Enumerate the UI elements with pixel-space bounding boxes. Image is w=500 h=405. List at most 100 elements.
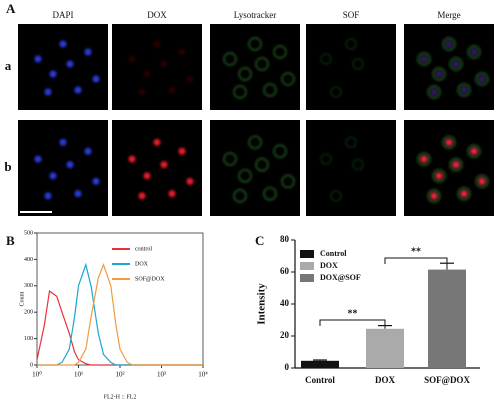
dox-signal: [445, 40, 453, 48]
column-header: DAPI: [52, 10, 73, 20]
lysosome: [467, 45, 481, 59]
bar: [301, 360, 339, 368]
column-header: SOF: [343, 10, 360, 20]
y-tick-label: 300: [24, 283, 33, 289]
sof-signal: [320, 53, 332, 65]
nucleus: [34, 55, 42, 63]
dox-signal: [478, 177, 486, 185]
lysosome: [432, 67, 446, 81]
y-tick-label: 40: [280, 298, 290, 308]
x-tick-label: 10⁰: [32, 371, 42, 379]
significance-bracket: [384, 257, 448, 264]
cells: [128, 138, 194, 200]
micrograph: [112, 120, 202, 216]
legend-label: DOX@SOF: [320, 273, 361, 282]
x-tick-label: SOF@DOX: [424, 375, 470, 385]
panel-label: A: [6, 1, 16, 16]
dox-signal: [128, 55, 136, 63]
micrograph: [306, 24, 396, 110]
dox-signal: [460, 86, 468, 94]
dox-signal: [430, 192, 438, 200]
y-tick-label: 0: [30, 362, 33, 368]
nucleus: [84, 147, 92, 155]
lysosome: [248, 135, 262, 149]
nucleus: [92, 75, 100, 83]
nucleus: [92, 177, 100, 185]
micrograph: [18, 120, 108, 216]
cells: [223, 135, 295, 203]
histogram-curve: [37, 262, 203, 366]
y-tick-label: 60: [280, 266, 290, 276]
cells: [223, 37, 295, 99]
nucleus: [66, 161, 74, 169]
panel-label: B: [6, 233, 15, 248]
legend-swatch: [300, 262, 314, 270]
nucleus: [44, 88, 52, 96]
dox-signal: [470, 48, 478, 56]
micrograph: [210, 24, 300, 110]
micrograph: [404, 120, 494, 216]
lysosome: [449, 57, 463, 71]
micrograph: [18, 24, 108, 110]
dox-signal: [478, 75, 486, 83]
lysosome: [442, 135, 456, 149]
x-tick-label: DOX: [375, 375, 396, 385]
x-tick-label: 10⁴: [198, 371, 208, 379]
lysosome: [427, 85, 441, 99]
nucleus: [74, 190, 82, 198]
sof-signal: [345, 136, 357, 148]
legend-swatch: [300, 274, 314, 282]
bar: [366, 328, 404, 368]
dox-signal: [138, 192, 146, 200]
panel-label: C: [255, 233, 264, 248]
lysosome: [281, 174, 295, 188]
sof-signal: [352, 58, 364, 70]
lysosome: [233, 189, 247, 203]
bar: [428, 269, 466, 368]
dox-signal: [178, 147, 186, 155]
lysosome: [449, 158, 463, 172]
lysosome: [442, 37, 456, 51]
dox-signal: [435, 172, 443, 180]
x-tick-label: Control: [305, 375, 335, 385]
dox-signal: [430, 88, 438, 96]
dox-signal: [435, 70, 443, 78]
significance-label: **: [411, 246, 421, 257]
legend-label: DOX: [135, 261, 149, 267]
sof-signal: [352, 159, 364, 171]
cells: [34, 138, 100, 200]
x-axis-label: FL2-H :: FL2: [104, 394, 137, 400]
dox-signal: [143, 70, 151, 78]
lysosome: [467, 144, 481, 158]
dox-signal: [160, 161, 168, 169]
lysosome: [417, 152, 431, 166]
cells: [128, 40, 194, 96]
lysosome: [238, 169, 252, 183]
sof-signal: [330, 190, 342, 202]
lysosome: [432, 169, 446, 183]
dox-signal: [128, 155, 136, 163]
micrograph: [404, 24, 494, 110]
sof-signal: [330, 86, 342, 98]
nucleus: [59, 40, 67, 48]
y-tick-label: 200: [24, 310, 33, 316]
lysosome: [263, 83, 277, 97]
cells: [34, 40, 100, 96]
dox-signal: [143, 172, 151, 180]
cells: [417, 135, 489, 203]
legend-label: SOF@DOX: [135, 276, 165, 282]
nucleus: [84, 48, 92, 56]
legend-label: control: [135, 246, 152, 252]
dox-signal: [460, 190, 468, 198]
dox-signal: [153, 40, 161, 48]
lysosome: [223, 52, 237, 66]
x-tick-label: 10³: [157, 371, 166, 379]
y-tick-label: 100: [24, 336, 33, 342]
histogram-curve: [36, 290, 203, 366]
nucleus: [59, 138, 67, 146]
cells: [320, 136, 364, 202]
nucleus: [34, 155, 42, 163]
lysosome: [281, 72, 295, 86]
cells: [417, 37, 489, 99]
lysosome: [273, 144, 287, 158]
